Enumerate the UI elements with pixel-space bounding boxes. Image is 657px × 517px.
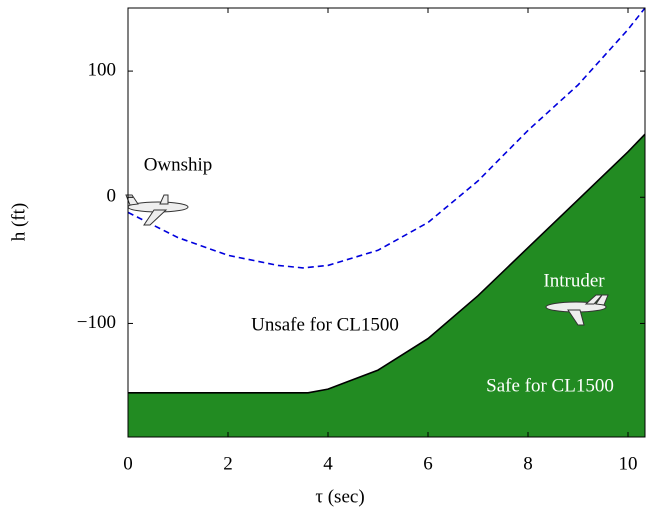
annotation: Safe for CL1500 <box>486 375 614 396</box>
annotation: Ownship <box>144 154 213 175</box>
intruder-icon <box>545 294 609 326</box>
y-tick-label: 100 <box>88 59 117 80</box>
annotation: Unsafe for CL1500 <box>251 314 399 335</box>
ownship-icon <box>125 194 189 226</box>
trajectory-line <box>127 7 646 269</box>
x-tick-label: 2 <box>223 453 233 474</box>
annotation: Intruder <box>543 270 605 291</box>
x-axis-label: τ (sec) <box>315 486 364 507</box>
x-tick-label: 6 <box>423 453 433 474</box>
safe-region <box>128 134 645 437</box>
y-tick-label: 0 <box>107 186 117 207</box>
y-axis-label: h (ft) <box>8 203 29 242</box>
y-tick-label: −100 <box>77 312 116 333</box>
x-tick-label: 4 <box>323 453 333 474</box>
x-tick-label: 0 <box>123 453 133 474</box>
x-tick-label: 8 <box>523 453 533 474</box>
plot-frame <box>127 7 646 438</box>
x-tick-label: 10 <box>619 453 638 474</box>
plot-area <box>127 7 646 437</box>
boundary-line <box>128 133 646 394</box>
